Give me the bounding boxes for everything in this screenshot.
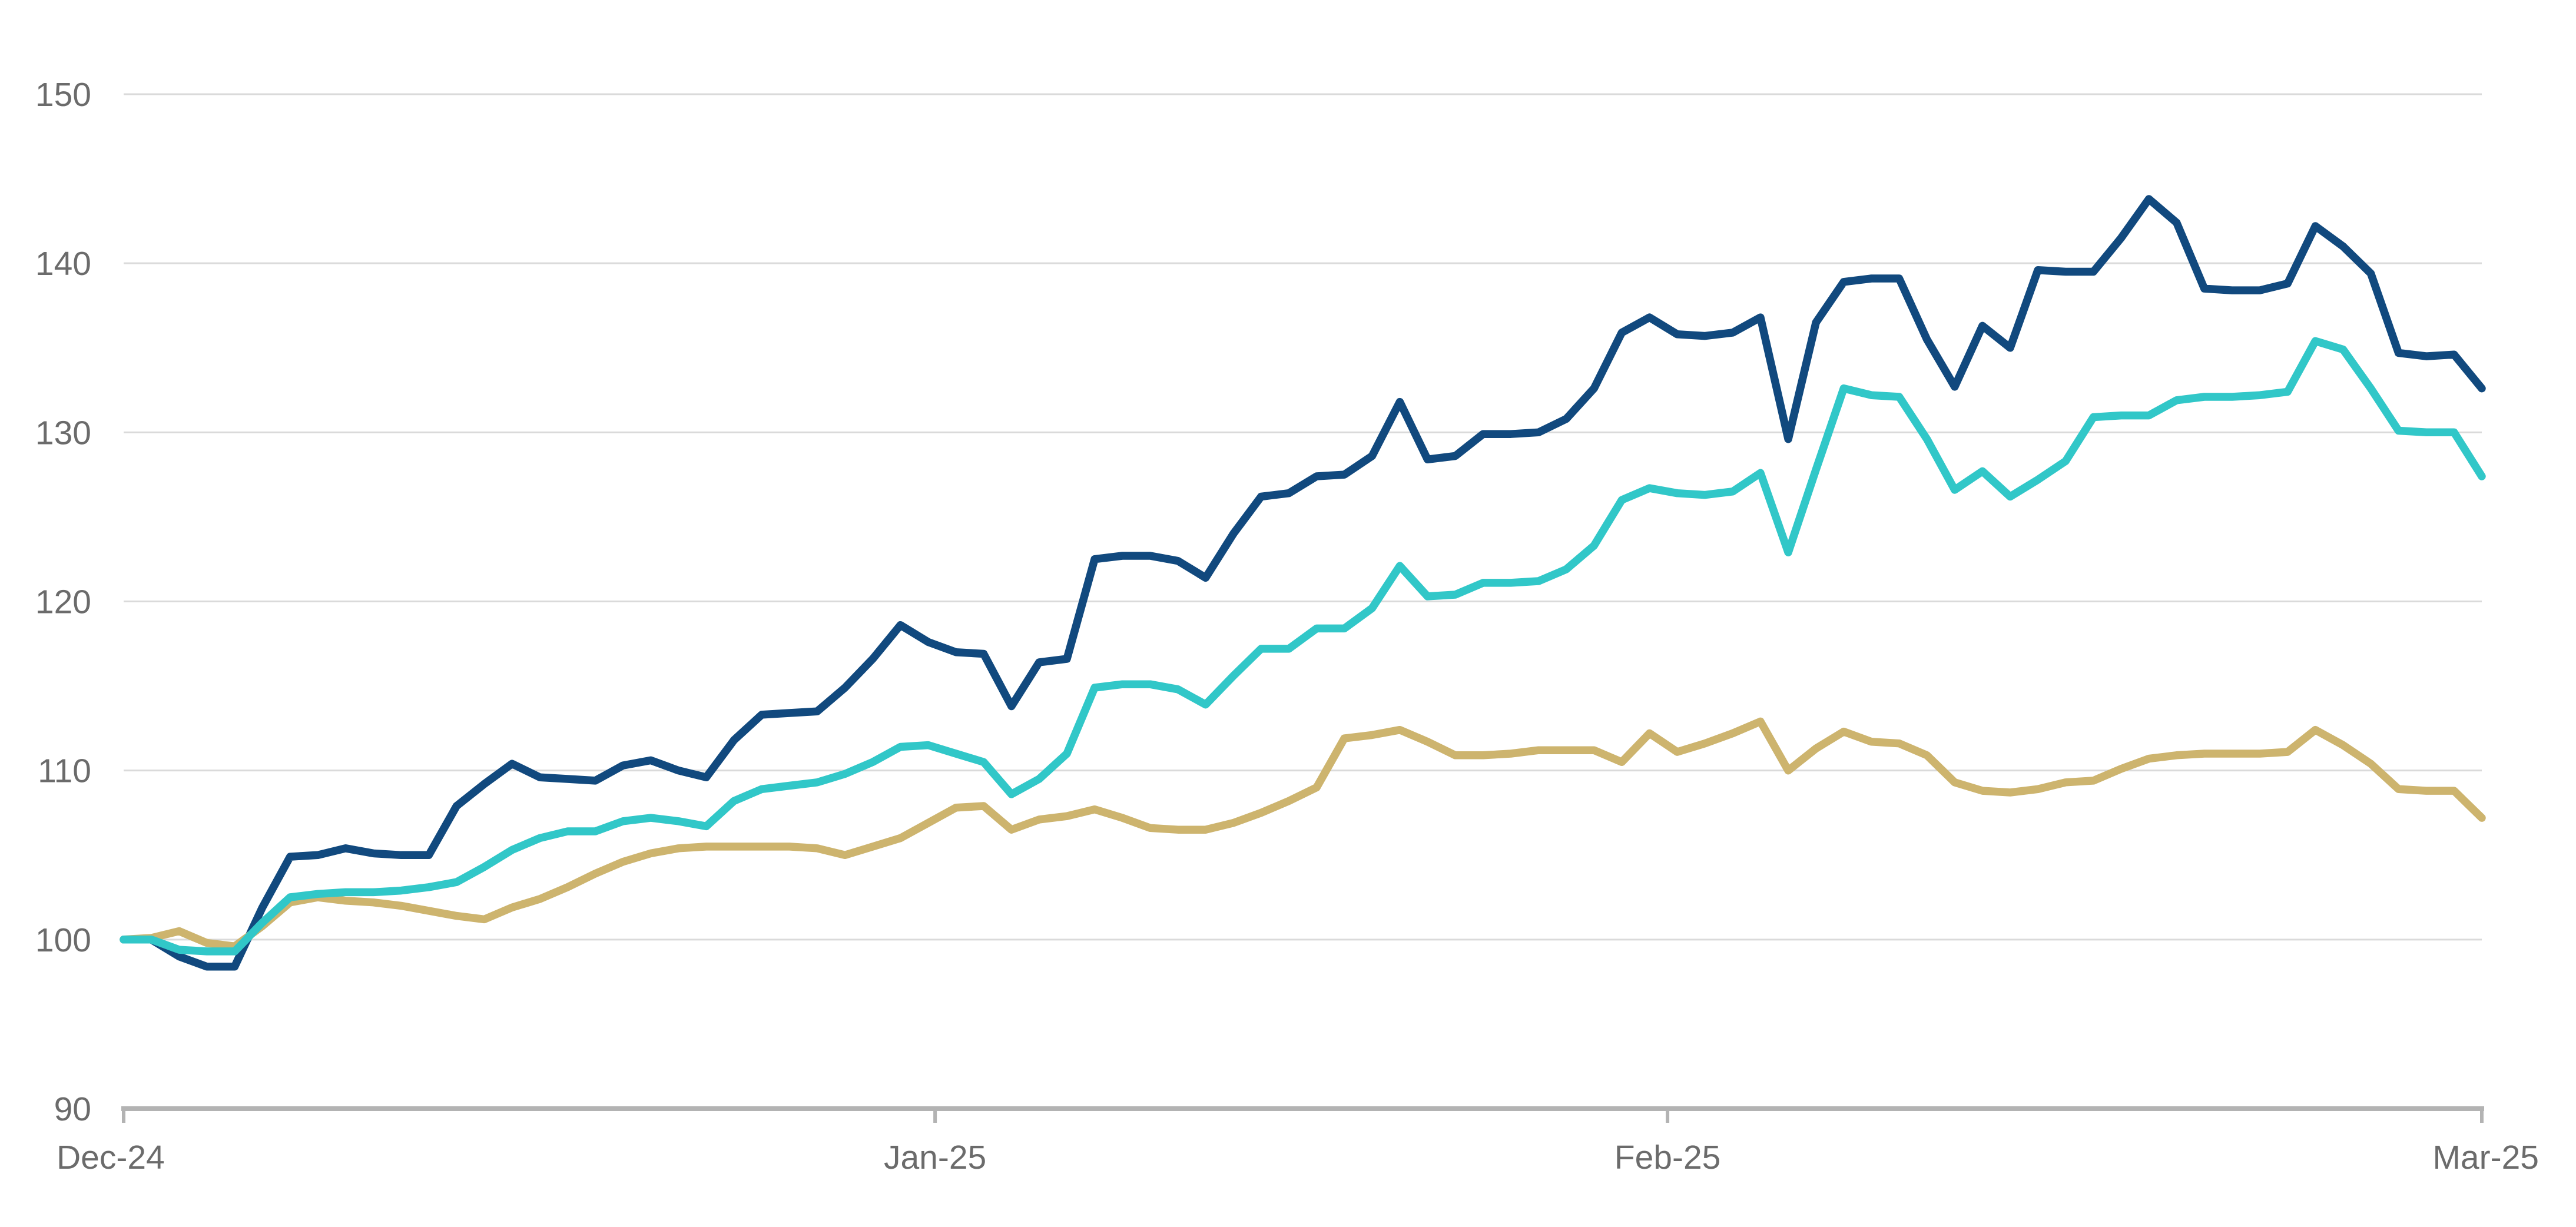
- y-tick-label-110: 110: [38, 752, 91, 790]
- y-tick-label-90: 90: [54, 1090, 91, 1128]
- series-line-cyan: [120, 337, 2486, 956]
- y-tick-label-150: 150: [35, 76, 91, 114]
- x-tick-label-Jan-25: Jan-25: [884, 1139, 986, 1176]
- y-tick-label-100: 100: [35, 921, 91, 959]
- x-tick-label-Mar-25: Mar-25: [2432, 1139, 2539, 1176]
- gridlines-group: [124, 93, 2482, 941]
- x-axis-group: [121, 1106, 2484, 1123]
- x-tick-label-Feb-25: Feb-25: [1614, 1139, 1721, 1176]
- y-axis-labels: 90 100 110 120 130 140 150: [35, 76, 91, 1128]
- x-axis-labels: Dec-24 Jan-25 Feb-25 Mar-25: [57, 1139, 2539, 1176]
- series-line-navy: [120, 195, 2486, 971]
- x-tick-label-Dec-24: Dec-24: [57, 1139, 165, 1176]
- series-line-gold: [120, 717, 2486, 951]
- y-tick-label-130: 130: [35, 414, 91, 452]
- series-group: [120, 195, 2486, 971]
- y-tick-label-140: 140: [35, 245, 91, 283]
- y-tick-label-120: 120: [35, 583, 91, 621]
